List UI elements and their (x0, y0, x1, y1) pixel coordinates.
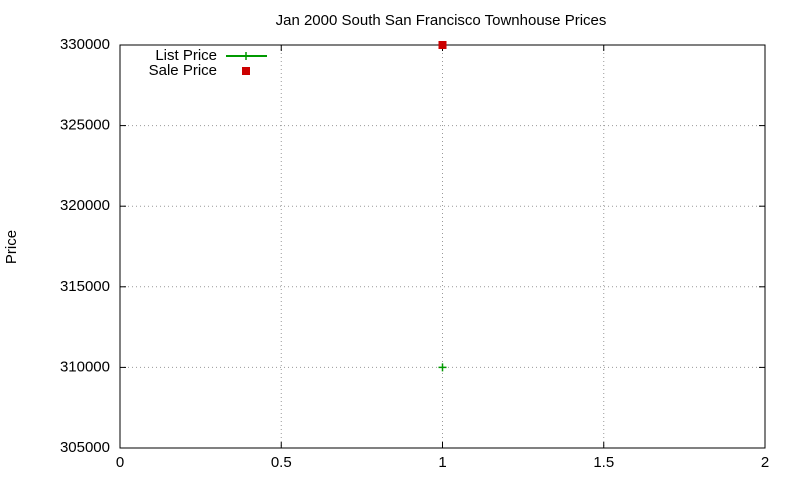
legend-marker (242, 67, 250, 75)
y-axis-label: Price (3, 230, 20, 264)
y-tick-label: 330000 (60, 36, 110, 53)
legend-marker (242, 52, 250, 60)
y-tick-label: 310000 (60, 358, 110, 375)
chart-title: Jan 2000 South San Francisco Townhouse P… (276, 12, 607, 29)
y-tick-label: 315000 (60, 278, 110, 295)
point (438, 41, 447, 49)
legend-label: Sale Price (149, 62, 217, 79)
x-tick-label: 2 (761, 454, 769, 471)
y-tick-label: 305000 (60, 439, 110, 456)
plus-stroke (242, 52, 250, 60)
legend-label: List Price (155, 47, 217, 64)
x-tick-label: 1.5 (593, 454, 614, 471)
x-tick-label: 0 (116, 454, 124, 471)
point (438, 363, 447, 372)
y-tick-label: 320000 (60, 197, 110, 214)
x-tick-label: 1 (438, 454, 446, 471)
y-tick-label: 325000 (60, 117, 110, 134)
plus-stroke (438, 363, 447, 372)
x-tick-label: 0.5 (271, 454, 292, 471)
